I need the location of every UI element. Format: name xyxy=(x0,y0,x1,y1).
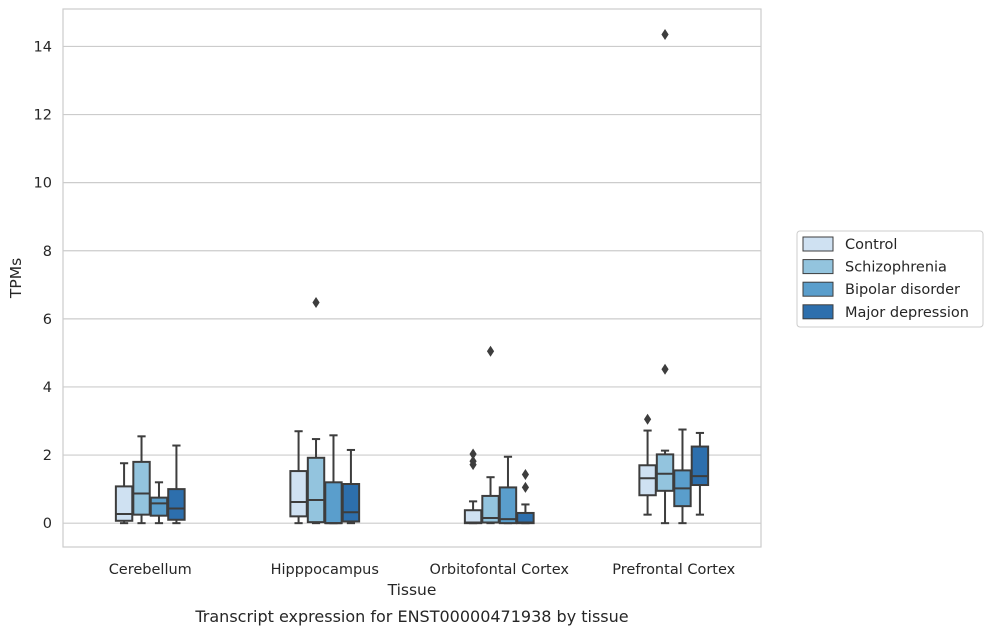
iqr-box xyxy=(690,445,710,487)
legend-label: Major depression xyxy=(845,305,969,321)
outlier-point xyxy=(521,481,530,493)
x-tick-label: Prefrontal Cortex xyxy=(612,562,735,578)
y-tick-label: 0 xyxy=(43,516,52,532)
iqr-box xyxy=(324,481,343,525)
legend-label: Schizophrenia xyxy=(845,260,947,276)
x-tick-label: Hipppocampus xyxy=(271,562,379,578)
y-tick-label: 8 xyxy=(43,244,52,260)
y-tick-label: 10 xyxy=(34,176,52,192)
legend-label: Control xyxy=(845,237,897,253)
x-axis-ticks: Cerebellum Hipppocampus Orbitofontal Corte… xyxy=(109,562,736,578)
y-tick-label: 12 xyxy=(34,108,52,124)
box-major-depression xyxy=(341,448,361,525)
outlier-point xyxy=(312,297,320,309)
y-tick-label: 4 xyxy=(43,380,52,396)
box-series xyxy=(114,29,710,525)
gridlines xyxy=(63,45,761,524)
y-axis-ticks: 0 2 4 6 8 10 12 14 xyxy=(34,39,52,532)
y-tick-label: 14 xyxy=(34,39,52,55)
y-tick-label: 2 xyxy=(43,448,52,464)
chart-caption: Transcript expression for ENST0000047193… xyxy=(194,607,628,626)
legend-swatch xyxy=(802,304,834,320)
box-schizophrenia xyxy=(306,297,326,525)
outlier-point xyxy=(486,345,495,357)
iqr-box xyxy=(167,488,186,521)
box-schizophrenia xyxy=(655,29,675,525)
iqr-box xyxy=(149,496,169,517)
box-control xyxy=(114,462,134,525)
legend-swatch xyxy=(802,259,834,275)
iqr-box xyxy=(481,494,500,524)
outlier-point xyxy=(469,448,477,460)
plot-area-frame xyxy=(62,8,762,548)
iqr-box xyxy=(655,453,675,492)
iqr-box xyxy=(306,456,326,524)
iqr-box xyxy=(498,486,518,525)
iqr-box xyxy=(638,464,657,497)
x-tick-label: Orbitofontal Cortex xyxy=(430,562,570,578)
legend-swatch xyxy=(802,236,834,252)
legend-label: Bipolar disorder xyxy=(845,282,960,298)
box-major-depression xyxy=(167,444,186,525)
iqr-box xyxy=(289,470,308,518)
box-control xyxy=(289,430,308,525)
y-axis-label: TPMs xyxy=(7,258,25,299)
box-schizophrenia xyxy=(132,435,151,525)
box-control xyxy=(463,448,483,525)
outlier-point xyxy=(643,413,652,425)
box-bipolar-disorder xyxy=(498,455,518,525)
iqr-box xyxy=(132,460,151,516)
box-bipolar-disorder xyxy=(673,428,692,525)
outlier-point xyxy=(661,29,669,41)
iqr-box xyxy=(114,485,134,522)
box-major-depression xyxy=(516,468,535,525)
legend-frame xyxy=(796,230,984,328)
box-control xyxy=(638,413,657,516)
legend: Control Schizophrenia Bipolar disorder Majo… xyxy=(796,230,984,328)
iqr-box xyxy=(341,483,361,523)
box-schizophrenia xyxy=(481,345,500,525)
outlier-point xyxy=(661,363,669,375)
box-major-depression xyxy=(690,431,710,516)
box-bipolar-disorder xyxy=(149,481,169,525)
x-tick-label: Cerebellum xyxy=(109,562,192,578)
box-bipolar-disorder xyxy=(324,434,343,525)
x-axis-label: Tissue xyxy=(387,581,437,599)
iqr-box xyxy=(463,509,483,525)
outlier-point xyxy=(469,455,477,467)
y-tick-label: 6 xyxy=(43,312,52,328)
legend-swatch xyxy=(802,281,834,297)
outlier-point xyxy=(521,468,530,480)
